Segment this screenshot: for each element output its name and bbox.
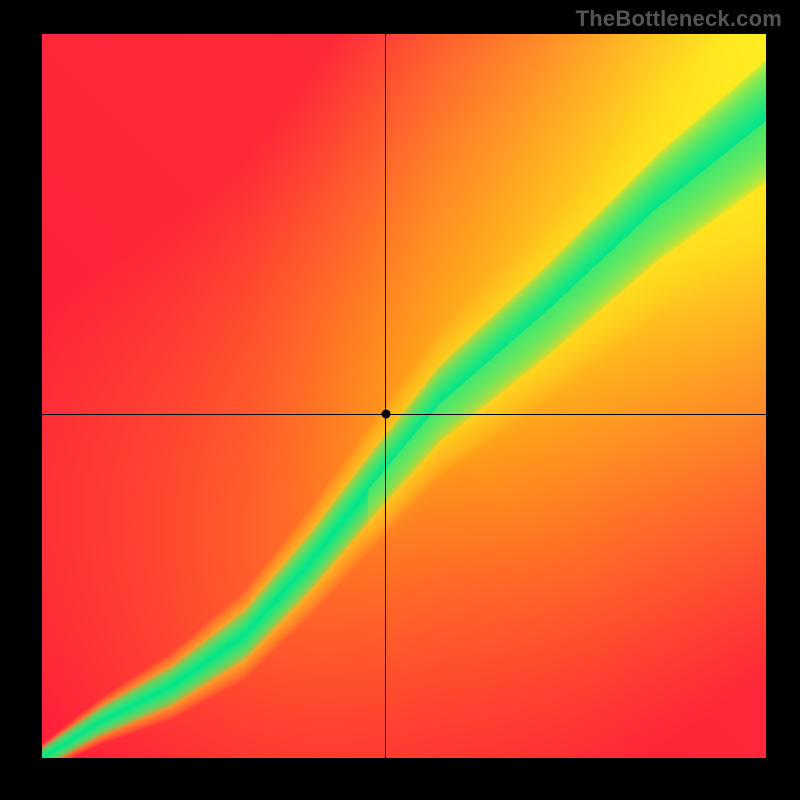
data-point-marker — [381, 410, 390, 419]
heatmap-plot — [42, 34, 766, 758]
figure-root: TheBottleneck.com — [0, 0, 800, 800]
heatmap-canvas — [42, 34, 766, 758]
crosshair-vertical — [385, 34, 386, 758]
crosshair-horizontal — [42, 414, 766, 415]
watermark-text: TheBottleneck.com — [576, 6, 782, 32]
